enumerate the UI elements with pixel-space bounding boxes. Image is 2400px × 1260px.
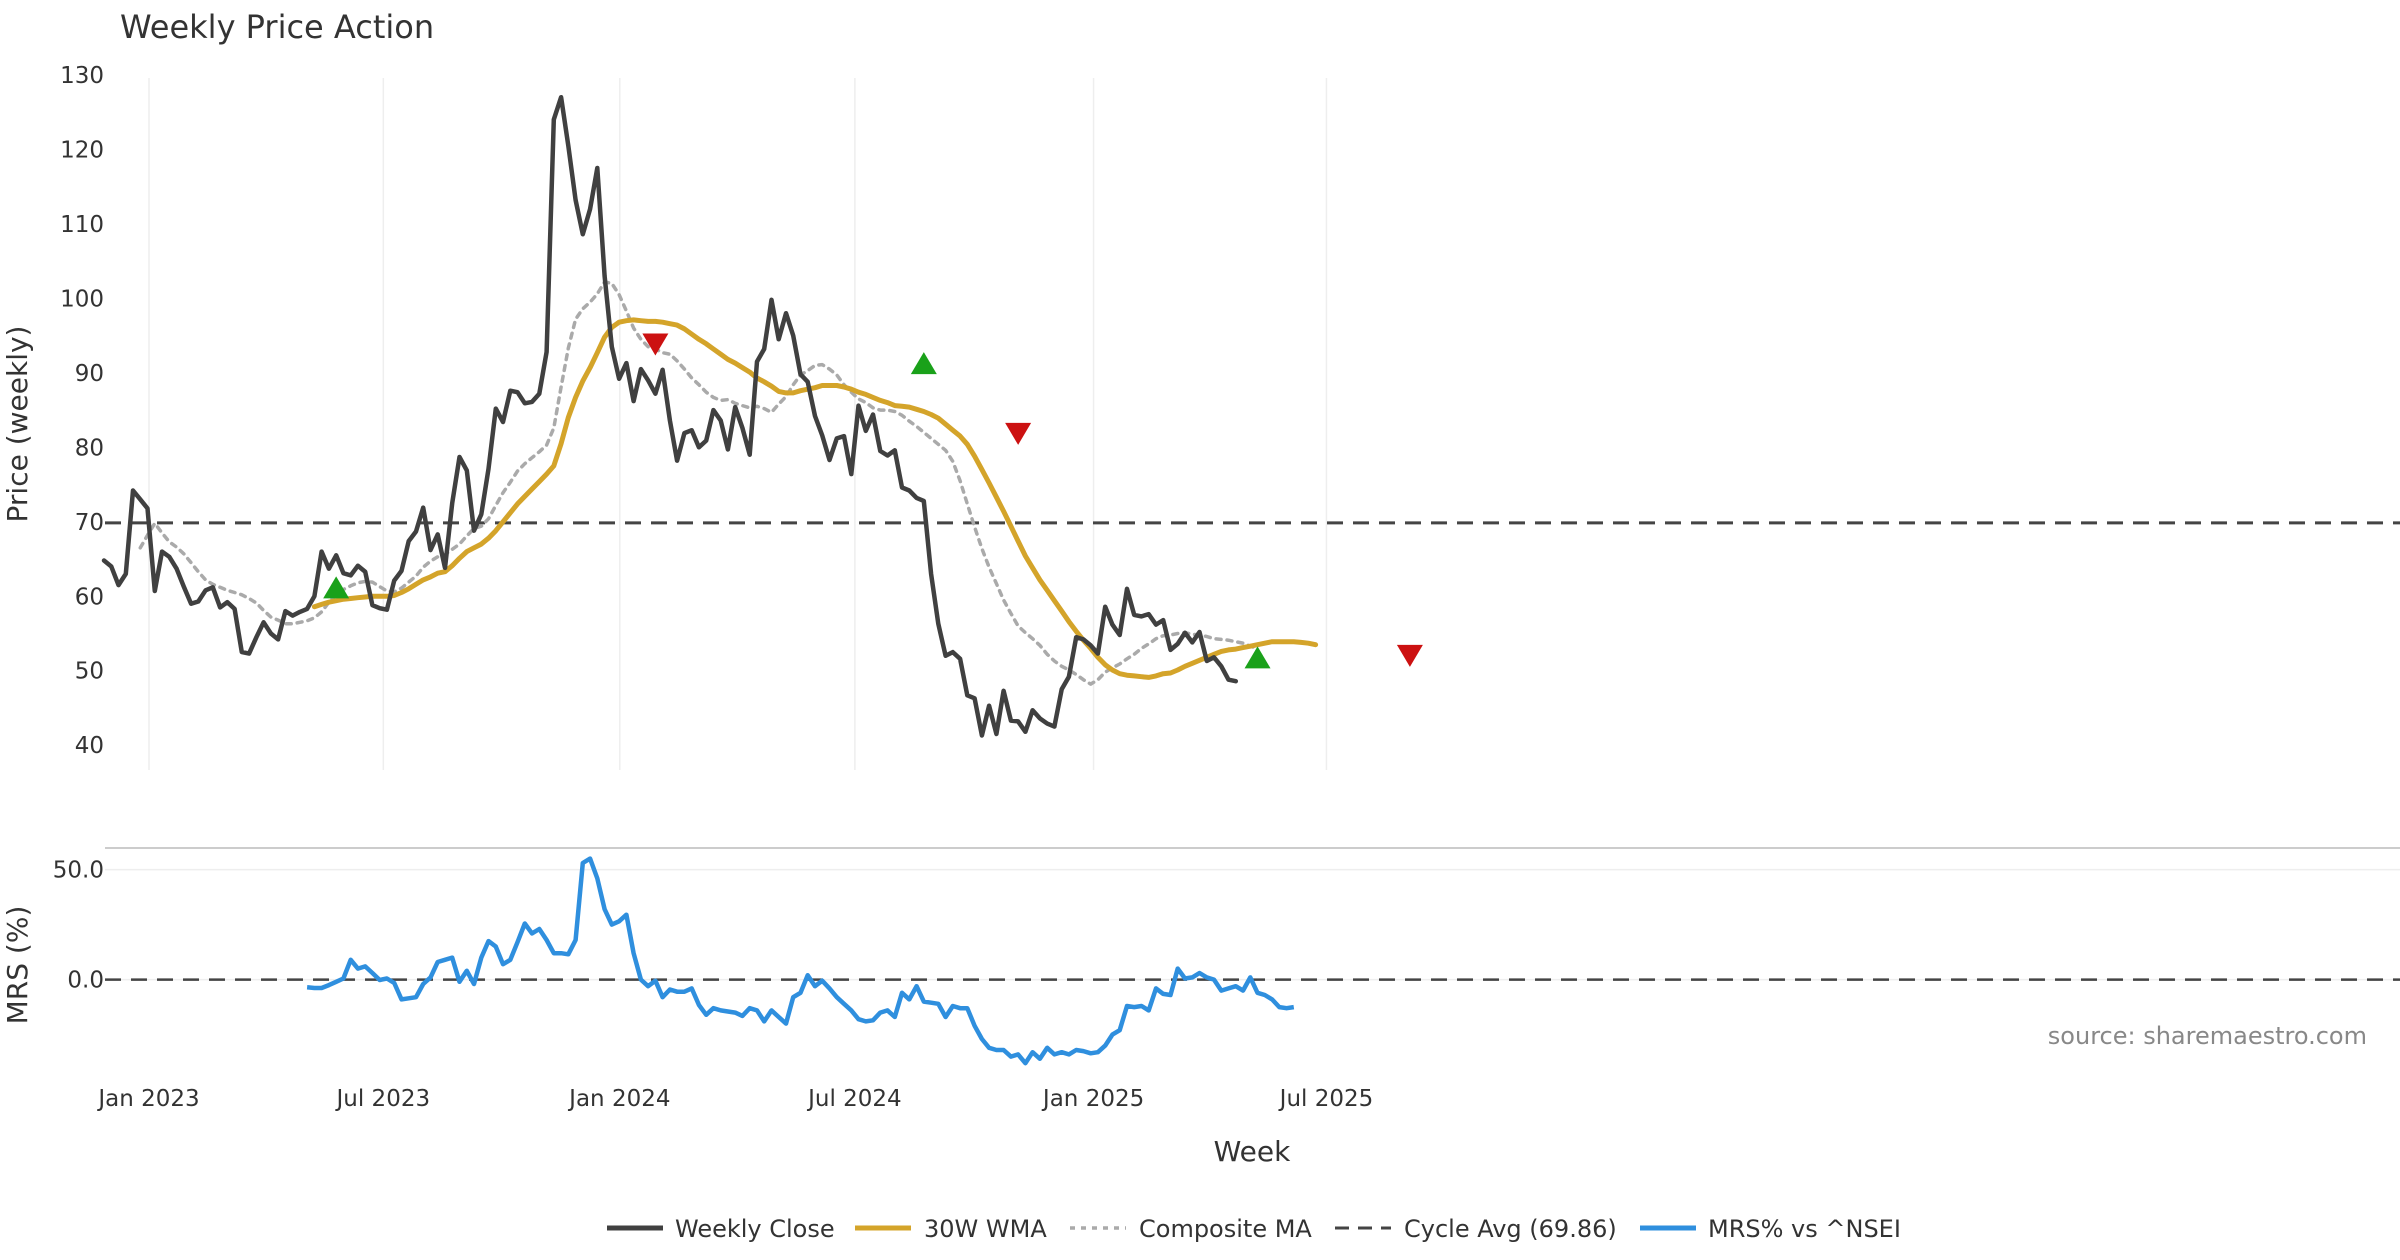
price-y-tick-label: 70	[75, 510, 104, 536]
price-series-group	[101, 94, 2400, 738]
sell-signal-marker	[642, 333, 669, 356]
legend-wma-30w-label: 30W WMA	[924, 1215, 1047, 1243]
x-tick-label: Jul 2023	[335, 1086, 431, 1112]
price-y-tick-label: 60	[75, 584, 104, 610]
wma-30w-line	[311, 317, 1319, 680]
sell-signal-marker	[1005, 422, 1032, 445]
x-tick-label: Jan 2025	[1041, 1086, 1144, 1112]
buy-signal-marker	[910, 352, 937, 375]
x-tick-label: Jan 2023	[96, 1086, 199, 1112]
legend-mrs-label: MRS% vs ^NSEI	[1708, 1215, 1901, 1243]
mrs-y-tick-label: 0.0	[67, 968, 104, 994]
mrs-line	[306, 856, 1295, 1066]
legend: Weekly Close 30W WMA Composite MA Cycle Avg…	[607, 1215, 1901, 1243]
mrs-y-tick-label: 50.0	[53, 858, 104, 884]
mrs-y-ticks: 0.0 50.0	[53, 858, 2400, 994]
price-y-tick-label: 100	[60, 286, 104, 312]
x-tick-label: Jul 2024	[806, 1086, 902, 1112]
legend-composite-ma-label: Composite MA	[1139, 1215, 1312, 1243]
source-caption: source: sharemaestro.com	[2048, 1022, 2367, 1050]
price-y-tick-label: 90	[75, 361, 104, 387]
x-tick-label: Jul 2025	[1278, 1086, 1374, 1112]
x-tick-labels: Jan 2023 Jul 2023 Jan 2024 Jul 2024 Jan 2025…	[96, 1086, 1373, 1112]
price-y-tick-label: 50	[75, 659, 104, 685]
price-y-ticks: 40 50 60 70 80 90 100 110 120 130	[60, 63, 104, 759]
price-y-tick-label: 130	[60, 63, 104, 89]
x-axis-label: Week	[1214, 1135, 1291, 1168]
price-y-tick-label: 110	[60, 212, 104, 238]
price-y-tick-label: 80	[75, 435, 104, 461]
x-tick-label: Jan 2024	[567, 1086, 670, 1112]
price-y-tick-label: 40	[75, 733, 104, 759]
buy-signal-marker	[323, 576, 350, 599]
buy-signal-marker	[1244, 646, 1271, 669]
chart-title: Weekly Price Action	[120, 8, 434, 46]
price-y-tick-label: 120	[60, 137, 104, 163]
weekly-close-line	[101, 94, 1239, 738]
price-y-axis-label: Price (weekly)	[1, 326, 34, 523]
signal-markers	[323, 333, 1423, 669]
legend-weekly-close-label: Weekly Close	[675, 1215, 835, 1243]
sell-signal-marker	[1396, 644, 1423, 667]
vertical-gridlines	[148, 78, 1328, 770]
mrs-y-axis-label: MRS (%)	[1, 906, 34, 1025]
mrs-series-group	[105, 856, 2400, 1066]
legend-cycle-avg-label: Cycle Avg (69.86)	[1404, 1215, 1617, 1243]
